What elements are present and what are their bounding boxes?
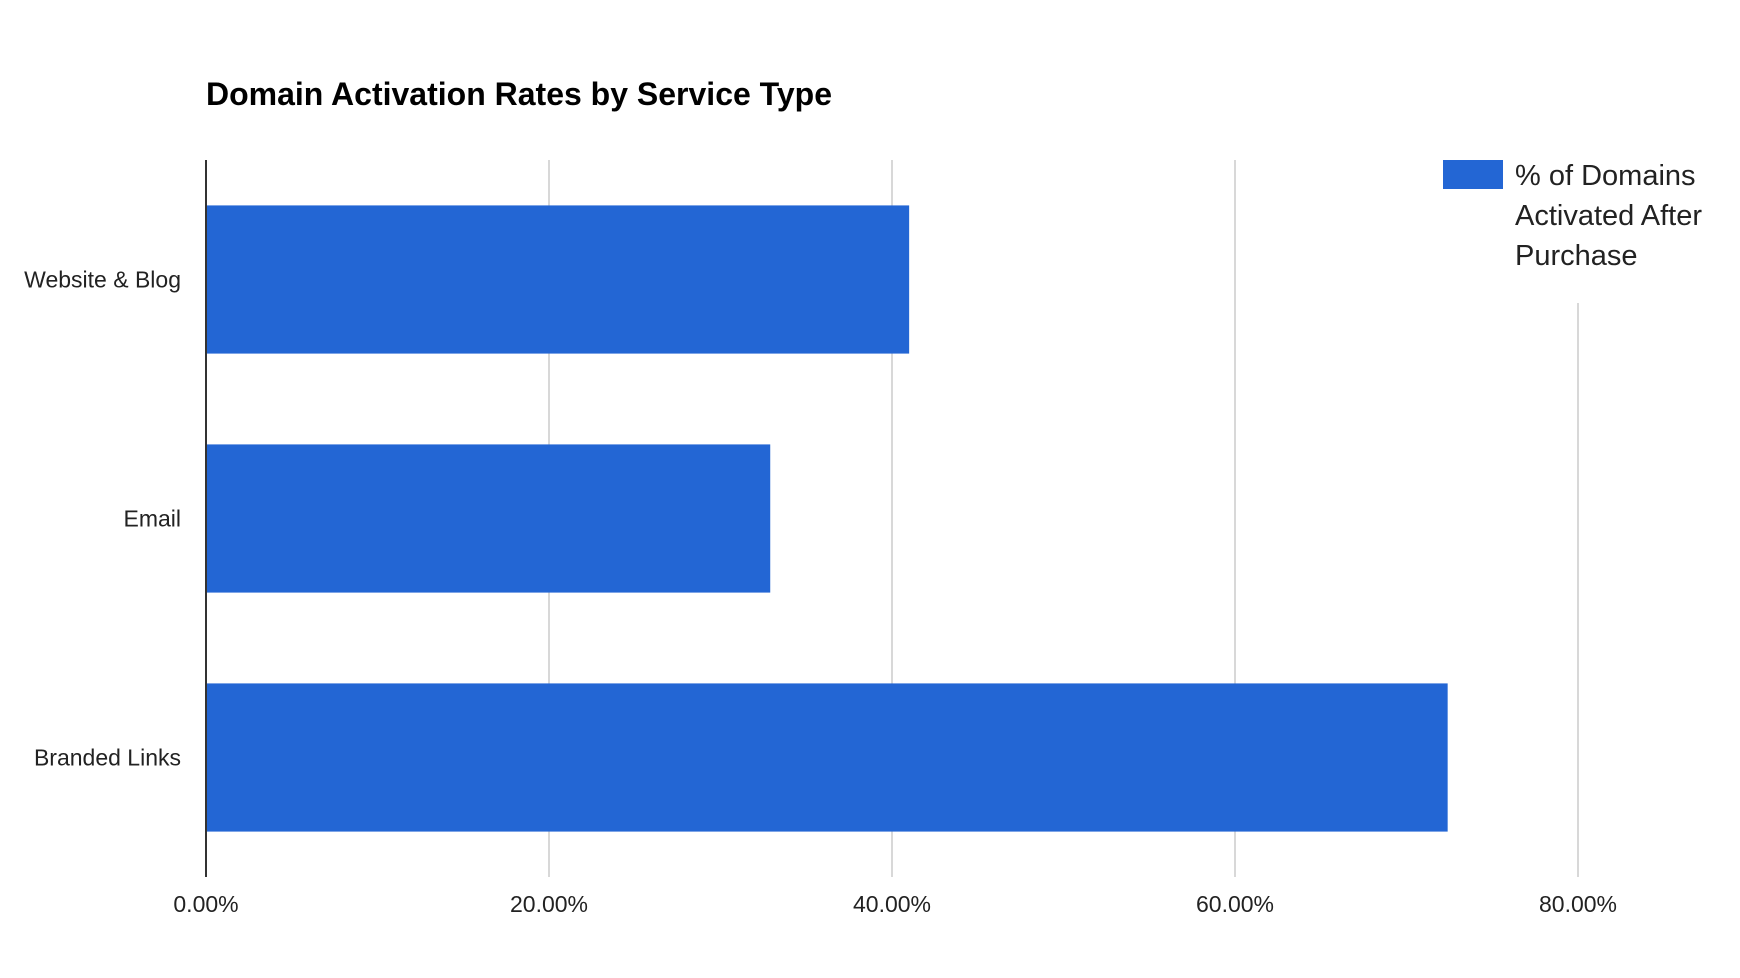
bars	[206, 205, 1448, 832]
bar-email	[206, 444, 771, 593]
legend-swatch	[1443, 160, 1503, 189]
category-label: Email	[123, 506, 181, 532]
chart-title: Domain Activation Rates by Service Type	[206, 76, 832, 112]
legend-label-line: Activated After	[1515, 200, 1702, 232]
x-tick-label: 80.00%	[1539, 891, 1617, 917]
legend: % of Domains Activated After Purchase	[1443, 160, 1702, 272]
bar-branded-links	[206, 683, 1448, 832]
x-tick-label: 20.00%	[510, 891, 588, 917]
x-tick-label: 60.00%	[1196, 891, 1274, 917]
x-tick-label: 0.00%	[173, 891, 238, 917]
legend-label-line: % of Domains	[1515, 160, 1696, 192]
x-tick-labels: 0.00% 20.00% 40.00% 60.00% 80.00%	[173, 891, 1617, 917]
bar-website-blog	[206, 205, 910, 354]
category-label: Website & Blog	[24, 267, 181, 293]
category-labels: Website & Blog Email Branded Links	[24, 267, 181, 771]
x-tick-label: 40.00%	[853, 891, 931, 917]
category-label: Branded Links	[34, 745, 181, 771]
legend-label-line: Purchase	[1515, 240, 1638, 272]
